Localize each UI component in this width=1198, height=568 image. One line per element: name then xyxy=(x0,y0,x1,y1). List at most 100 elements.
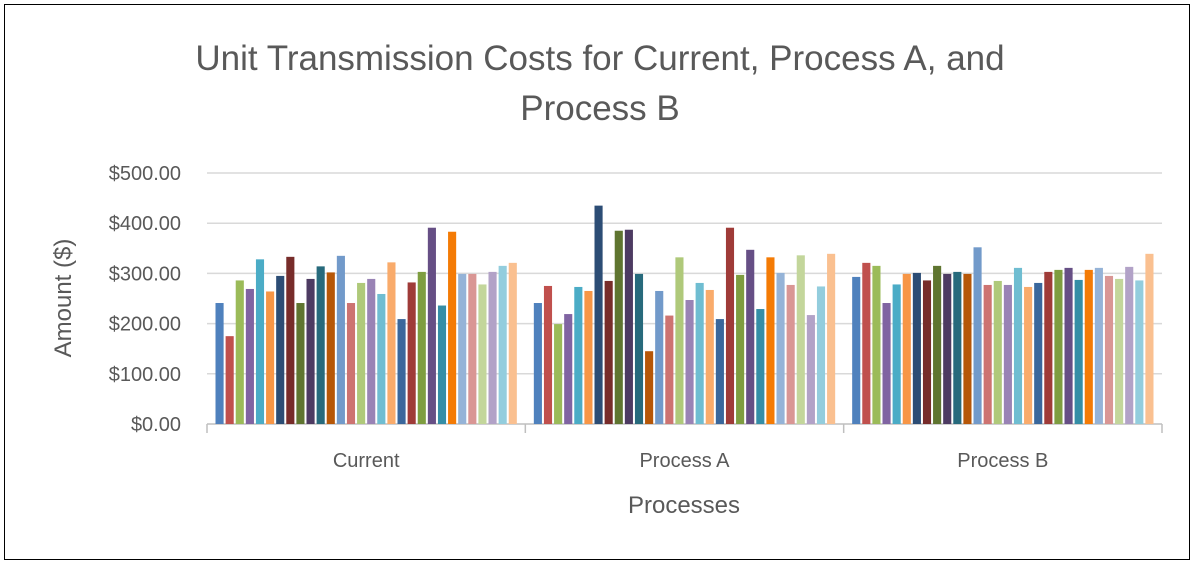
bar xyxy=(508,262,517,424)
bar xyxy=(488,271,497,424)
bar xyxy=(715,319,724,424)
bar xyxy=(1104,275,1114,424)
bar xyxy=(973,247,982,424)
bar xyxy=(266,291,275,424)
bar xyxy=(235,280,244,424)
bar xyxy=(225,336,234,424)
bar xyxy=(852,276,861,424)
bar xyxy=(614,230,623,424)
bar xyxy=(245,288,254,424)
bar xyxy=(1013,267,1023,424)
bar xyxy=(685,300,694,424)
bar xyxy=(543,285,553,424)
bar xyxy=(326,272,335,424)
bar xyxy=(1094,267,1103,424)
bar xyxy=(286,256,295,424)
bar xyxy=(397,319,406,424)
bar xyxy=(766,257,775,424)
bar xyxy=(902,273,911,424)
bar xyxy=(468,273,477,424)
x-axis-title: Processes xyxy=(628,492,740,519)
bar xyxy=(862,262,871,424)
bar xyxy=(912,272,921,424)
bar xyxy=(746,249,755,424)
bar xyxy=(943,273,952,424)
bar xyxy=(786,284,795,424)
bar xyxy=(276,275,285,424)
bar xyxy=(1115,278,1124,424)
bar xyxy=(427,227,436,424)
bar xyxy=(665,315,674,424)
y-tick-label: $500.00 xyxy=(109,163,181,185)
bar xyxy=(725,227,735,424)
bar xyxy=(1044,271,1053,424)
bar xyxy=(882,303,891,424)
bar xyxy=(1084,269,1093,424)
bar xyxy=(827,253,836,424)
bar xyxy=(316,266,325,424)
bar xyxy=(933,265,942,424)
chart-title-line-1: Unit Transmission Costs for Current, Pro… xyxy=(195,39,1004,78)
bar xyxy=(806,315,815,424)
bar xyxy=(1003,284,1012,424)
bar xyxy=(255,259,265,424)
bar xyxy=(458,273,467,424)
bar xyxy=(357,282,366,424)
bar xyxy=(624,229,633,424)
bar xyxy=(367,278,376,424)
bar xyxy=(574,286,583,424)
bar xyxy=(892,284,901,424)
bar xyxy=(1135,280,1144,424)
bar xyxy=(448,231,457,424)
bar xyxy=(215,303,224,424)
bar xyxy=(675,257,684,424)
bar xyxy=(953,271,962,424)
bar xyxy=(983,284,992,424)
bar xyxy=(387,262,396,424)
bar xyxy=(1064,267,1073,424)
bar xyxy=(993,280,1002,424)
bar xyxy=(776,272,785,424)
bar xyxy=(417,271,426,424)
bar xyxy=(963,273,972,424)
bar xyxy=(796,255,805,424)
bar xyxy=(296,303,305,424)
bar xyxy=(695,282,704,424)
bar xyxy=(604,280,613,424)
chart-title-line-2: Process B xyxy=(520,89,680,128)
bar xyxy=(655,290,664,424)
bar xyxy=(736,274,745,424)
bar xyxy=(336,255,345,424)
x-tick-label: Process B xyxy=(957,450,1048,472)
bar xyxy=(306,278,315,424)
y-tick-label: $0.00 xyxy=(131,414,181,436)
bar xyxy=(594,205,603,424)
bar xyxy=(554,324,563,424)
bar xyxy=(437,305,447,424)
bar xyxy=(872,265,881,424)
bar xyxy=(407,282,416,424)
bar xyxy=(1074,279,1083,424)
y-tick-label: $100.00 xyxy=(109,364,181,386)
bar xyxy=(756,309,765,424)
y-tick-label: $200.00 xyxy=(109,314,181,336)
bar xyxy=(1034,282,1043,424)
bar xyxy=(346,303,356,424)
x-tick-label: Process A xyxy=(639,450,730,472)
bar xyxy=(584,290,593,424)
bar xyxy=(533,303,542,424)
bar xyxy=(498,265,507,424)
bar xyxy=(705,289,714,424)
bar xyxy=(634,273,644,424)
bar xyxy=(645,351,654,424)
bar xyxy=(1024,286,1033,424)
y-tick-label: $400.00 xyxy=(109,213,181,235)
bar xyxy=(1125,266,1134,424)
y-tick-label: $300.00 xyxy=(109,263,181,285)
x-tick-label: Current xyxy=(333,450,400,472)
bar xyxy=(1054,269,1063,424)
y-axis-title: Amount ($) xyxy=(50,239,77,358)
bar xyxy=(922,280,932,424)
bar xyxy=(1145,253,1154,424)
